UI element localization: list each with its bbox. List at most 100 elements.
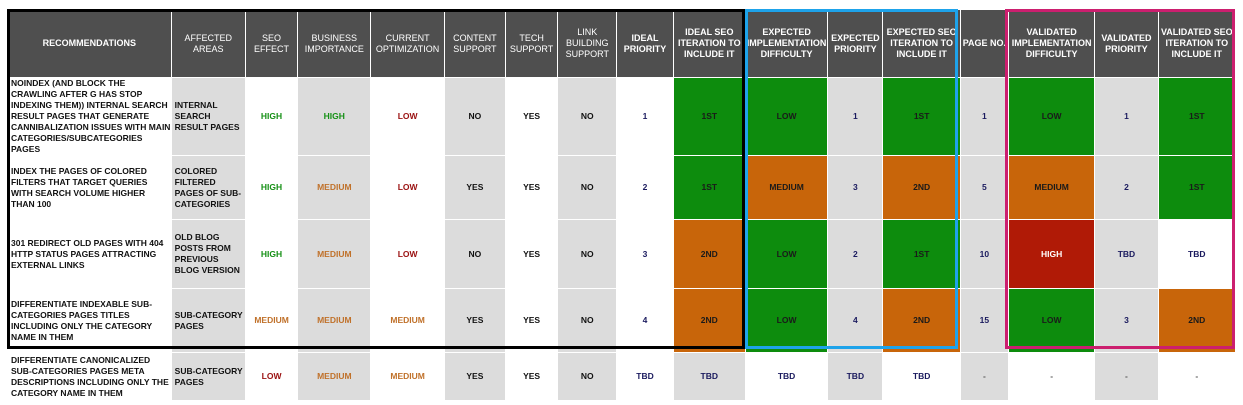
cell-current-optimization: LOW	[370, 219, 445, 289]
cell-validated-priority: -	[1094, 352, 1159, 401]
cell-content-support: YES	[443, 155, 506, 220]
cell-validated-impl-difficulty: LOW	[1007, 77, 1096, 156]
cell-seo-effect: LOW	[244, 352, 299, 401]
cell-validated-impl-difficulty: LOW	[1007, 288, 1096, 353]
cell-seo-effect: MEDIUM	[244, 288, 299, 353]
cell-content-support: NO	[443, 219, 506, 289]
header-validated-seo-iteration: VALIDATED SEO ITERATION TO INCLUDE IT	[1157, 9, 1237, 78]
header-expected-priority: EXPECTED PRIORITY	[827, 9, 884, 78]
cell-current-optimization: LOW	[370, 155, 445, 220]
cell-ideal-seo-iteration: 1ST	[672, 155, 746, 220]
cell-tech-support: YES	[504, 77, 559, 156]
cell-expected-seo-iteration: 2ND	[882, 288, 961, 353]
cell-affected-areas: SUB-CATEGORY PAGES	[170, 352, 246, 401]
cell-ideal-seo-iteration: 1ST	[672, 77, 746, 156]
cell-tech-support: YES	[504, 288, 559, 353]
header-expected-impl-difficulty: EXPECTED IMPLEMENTATION DIFFICULTY	[744, 9, 829, 78]
cell-expected-seo-iteration: 1ST	[882, 219, 961, 289]
header-tech-support: TECH SUPPORT	[504, 9, 559, 78]
cell-business-importance: MEDIUM	[297, 288, 372, 353]
cell-expected-priority: TBD	[827, 352, 884, 401]
cell-expected-seo-iteration: TBD	[882, 352, 961, 401]
header-seo-effect: SEO EFFECT	[244, 9, 299, 78]
cell-seo-effect: HIGH	[244, 155, 299, 220]
cell-page-no: 1	[959, 77, 1009, 156]
cell-validated-seo-iteration: 1ST	[1157, 77, 1237, 156]
cell-business-importance: MEDIUM	[297, 352, 372, 401]
cell-current-optimization: MEDIUM	[370, 288, 445, 353]
cell-ideal-priority: 1	[616, 77, 674, 156]
cell-expected-impl-difficulty: TBD	[744, 352, 829, 401]
header-validated-impl-difficulty: VALIDATED IMPLEMENTATION DIFFICULTY	[1007, 9, 1096, 78]
cell-recommendation: INDEX THE PAGES OF COLORED FILTERS THAT …	[7, 155, 172, 220]
cell-expected-impl-difficulty: LOW	[744, 219, 829, 289]
cell-ideal-priority: 3	[616, 219, 674, 289]
cell-tech-support: YES	[504, 219, 559, 289]
cell-ideal-seo-iteration: 2ND	[672, 288, 746, 353]
header-content-support: CONTENT SUPPORT	[443, 9, 506, 78]
cell-expected-priority: 2	[827, 219, 884, 289]
header-row: RECOMMENDATIONS AFFECTED AREAS SEO EFFEC…	[7, 9, 1237, 78]
cell-tech-support: YES	[504, 155, 559, 220]
cell-recommendation: NOINDEX (AND BLOCK THE CRAWLING AFTER G …	[7, 77, 172, 156]
cell-expected-impl-difficulty: LOW	[744, 77, 829, 156]
cell-validated-seo-iteration: 1ST	[1157, 155, 1237, 220]
cell-validated-impl-difficulty: HIGH	[1007, 219, 1096, 289]
cell-expected-seo-iteration: 2ND	[882, 155, 961, 220]
cell-link-building-support: NO	[557, 155, 618, 220]
cell-validated-seo-iteration: 2ND	[1157, 288, 1237, 353]
cell-validated-priority: 1	[1094, 77, 1159, 156]
cell-expected-priority: 4	[827, 288, 884, 353]
cell-content-support: YES	[443, 288, 506, 353]
cell-link-building-support: NO	[557, 219, 618, 289]
cell-validated-seo-iteration: -	[1157, 352, 1237, 401]
header-business-importance: BUSINESS IMPORTANCE	[297, 9, 372, 78]
header-current-optimization: CURRENT OPTIMIZATION	[370, 9, 445, 78]
cell-expected-impl-difficulty: MEDIUM	[744, 155, 829, 220]
cell-validated-priority: 3	[1094, 288, 1159, 353]
cell-ideal-priority: TBD	[616, 352, 674, 401]
cell-expected-priority: 3	[827, 155, 884, 220]
cell-page-no: 10	[959, 219, 1009, 289]
cell-seo-effect: HIGH	[244, 219, 299, 289]
cell-recommendation: DIFFERENTIATE INDEXABLE SUB-CATEGORIES P…	[7, 288, 172, 353]
cell-expected-seo-iteration: 1ST	[882, 77, 961, 156]
cell-business-importance: HIGH	[297, 77, 372, 156]
cell-tech-support: YES	[504, 352, 559, 401]
cell-current-optimization: LOW	[370, 77, 445, 156]
header-ideal-seo-iteration: IDEAL SEO ITERATION TO INCLUDE IT	[672, 9, 746, 78]
cell-validated-seo-iteration: TBD	[1157, 219, 1237, 289]
cell-content-support: YES	[443, 352, 506, 401]
cell-affected-areas: SUB-CATEGORY PAGES	[170, 288, 246, 353]
cell-affected-areas: INTERNAL SEARCH RESULT PAGES	[170, 77, 246, 156]
cell-business-importance: MEDIUM	[297, 219, 372, 289]
cell-link-building-support: NO	[557, 288, 618, 353]
cell-expected-priority: 1	[827, 77, 884, 156]
header-link-building-support: LINK BUILDING SUPPORT	[557, 9, 618, 78]
cell-business-importance: MEDIUM	[297, 155, 372, 220]
table-row: 301 REDIRECT OLD PAGES WITH 404 HTTP STA…	[7, 219, 1237, 289]
cell-link-building-support: NO	[557, 352, 618, 401]
cell-validated-impl-difficulty: MEDIUM	[1007, 155, 1096, 220]
cell-affected-areas: COLORED FILTERED PAGES OF SUB-CATEGORIES	[170, 155, 246, 220]
header-expected-seo-iteration: EXPECTED SEO ITERATION TO INCLUDE IT	[882, 9, 961, 78]
cell-seo-effect: HIGH	[244, 77, 299, 156]
cell-validated-impl-difficulty: -	[1007, 352, 1096, 401]
cell-link-building-support: NO	[557, 77, 618, 156]
cell-affected-areas: OLD BLOG POSTS FROM PREVIOUS BLOG VERSIO…	[170, 219, 246, 289]
cell-expected-impl-difficulty: LOW	[744, 288, 829, 353]
cell-validated-priority: 2	[1094, 155, 1159, 220]
cell-page-no: -	[959, 352, 1009, 401]
cell-page-no: 15	[959, 288, 1009, 353]
cell-ideal-priority: 4	[616, 288, 674, 353]
header-recommendations: RECOMMENDATIONS	[7, 9, 172, 78]
cell-ideal-priority: 2	[616, 155, 674, 220]
header-affected-areas: AFFECTED AREAS	[170, 9, 246, 78]
table-row: DIFFERENTIATE INDEXABLE SUB-CATEGORIES P…	[7, 288, 1237, 353]
header-validated-priority: VALIDATED PRIORITY	[1094, 9, 1159, 78]
table-row: INDEX THE PAGES OF COLORED FILTERS THAT …	[7, 155, 1237, 220]
cell-ideal-seo-iteration: 2ND	[672, 219, 746, 289]
cell-validated-priority: TBD	[1094, 219, 1159, 289]
header-page-no: PAGE NO.	[959, 9, 1009, 78]
cell-recommendation: DIFFERENTIATE CANONICALIZED SUB-CATEGORI…	[7, 352, 172, 401]
